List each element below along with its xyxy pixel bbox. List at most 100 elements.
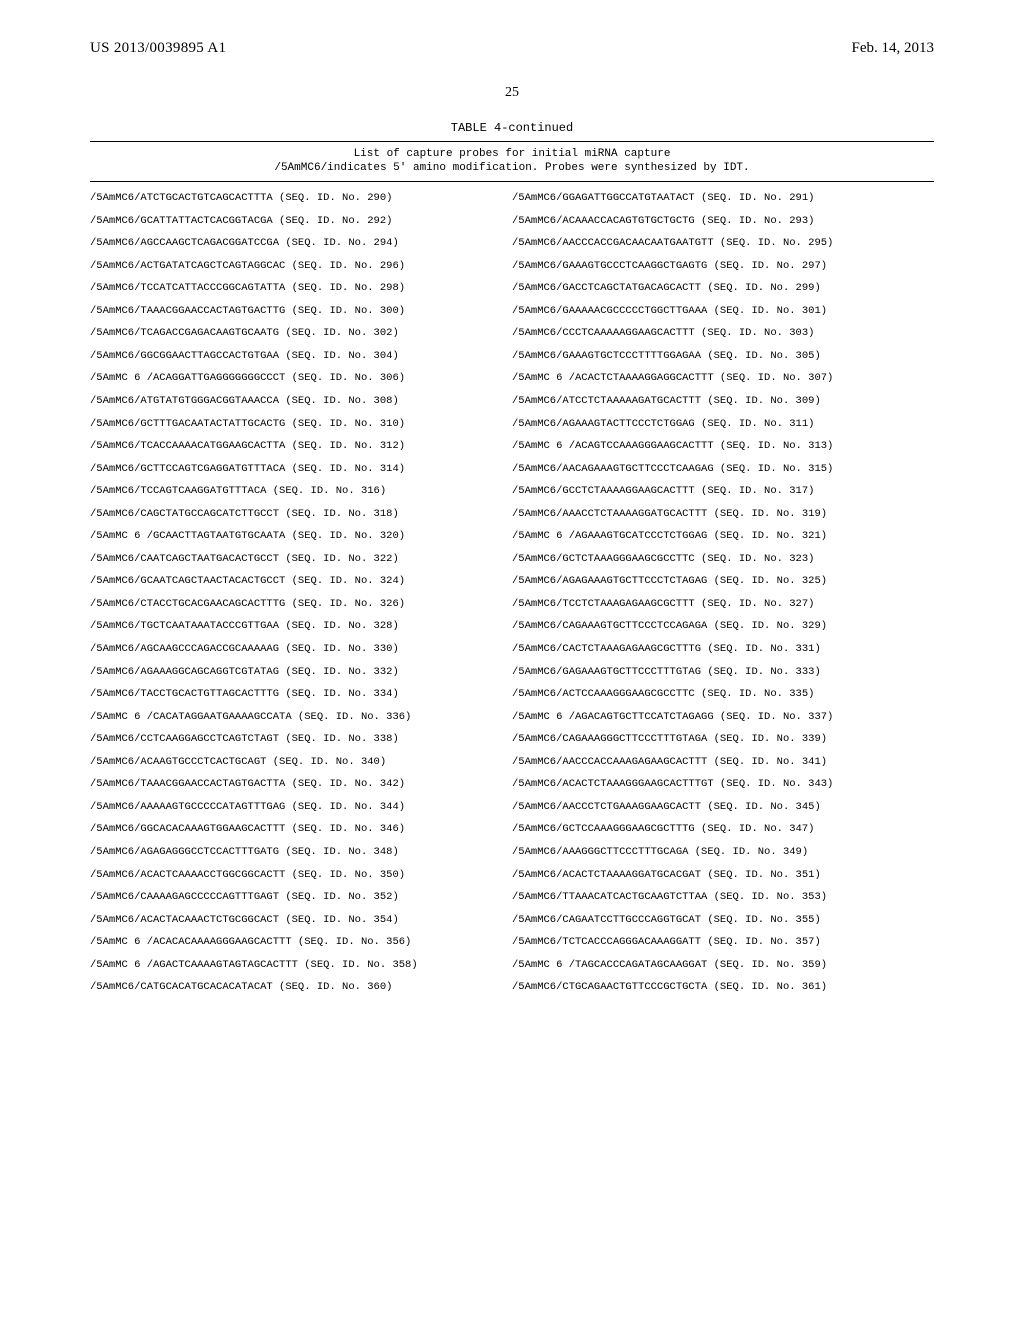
sequence-cell-left: /5AmMC 6 /GCAACTTAGTAATGTGCAATA (SEQ. ID…: [90, 526, 512, 549]
sequence-cell-left: /5AmMC6/CCTCAAGGAGCCTCAGTCTAGT (SEQ. ID.…: [90, 729, 512, 752]
sequence-cell-left: /5AmMC6/ATCTGCACTGTCAGCACTTTA (SEQ. ID. …: [90, 188, 512, 211]
sequence-cell-left: /5AmMC 6 /AGACTCAAAAGTAGTAGCACTTT (SEQ. …: [90, 954, 512, 977]
table-row: /5AmMC6/CATGCACATGCACACATACAT (SEQ. ID. …: [90, 977, 934, 1000]
sequence-cell-right: /5AmMC6/CACTCTAAAGAGAAGCGCTTTG (SEQ. ID.…: [512, 639, 934, 662]
sequence-cell-left: /5AmMC6/AGAGAGGGCCTCCACTTTGATG (SEQ. ID.…: [90, 841, 512, 864]
sequence-cell-right: /5AmMC6/AGAGAAAGTGCTTCCCTCTAGAG (SEQ. ID…: [512, 571, 934, 594]
sequence-cell-left: /5AmMC 6 /ACAGGATTGAGGGGGGGCCCT (SEQ. ID…: [90, 368, 512, 391]
table-row: /5AmMC6/ACAAGTGCCCTCACTGCAGT (SEQ. ID. N…: [90, 751, 934, 774]
table-row: /5AmMC6/CAGCTATGCCAGCATCTTGCCT (SEQ. ID.…: [90, 503, 934, 526]
table-row: /5AmMC6/ACACTCAAAACCTGGCGGCACTT (SEQ. ID…: [90, 864, 934, 887]
table-row: /5AmMC6/TCCATCATTACCCGGCAGTATTA (SEQ. ID…: [90, 278, 934, 301]
sequence-cell-left: /5AmMC6/CTACCTGCACGAACAGCACTTTG (SEQ. ID…: [90, 593, 512, 616]
table-row: /5AmMC6/TACCTGCACTGTTAGCACTTTG (SEQ. ID.…: [90, 684, 934, 707]
sequence-cell-left: /5AmMC6/ACACTACAAACTCTGCGGCACT (SEQ. ID.…: [90, 909, 512, 932]
sequence-cell-right: /5AmMC6/CAGAAAGGGCTTCCCTTTGTAGA (SEQ. ID…: [512, 729, 934, 752]
sequence-cell-left: /5AmMC6/ACTGATATCAGCTCAGTAGGCAC (SEQ. ID…: [90, 255, 512, 278]
sequence-cell-right: /5AmMC6/CAGAATCCTTGCCCAGGTGCAT (SEQ. ID.…: [512, 909, 934, 932]
sequence-cell-left: /5AmMC6/AAAAAGTGCCCCCATAGTTTGAG (SEQ. ID…: [90, 796, 512, 819]
sequence-cell-left: /5AmMC6/TCACCAAAACATGGAAGCACTTA (SEQ. ID…: [90, 436, 512, 459]
sequence-cell-left: /5AmMC6/CAATCAGCTAATGACACTGCCT (SEQ. ID.…: [90, 548, 512, 571]
sequence-cell-left: /5AmMC6/AGAAAGGCAGCAGGTCGTATAG (SEQ. ID.…: [90, 661, 512, 684]
table-row: /5AmMC6/AAAAAGTGCCCCCATAGTTTGAG (SEQ. ID…: [90, 796, 934, 819]
sequence-cell-right: /5AmMC6/ACTCCAAAGGGAAGCGCCTTC (SEQ. ID. …: [512, 684, 934, 707]
table-row: /5AmMC6/AGAGAGGGCCTCCACTTTGATG (SEQ. ID.…: [90, 841, 934, 864]
sequence-cell-left: /5AmMC6/TCAGACCGAGACAAGTGCAATG (SEQ. ID.…: [90, 323, 512, 346]
sequence-cell-left: /5AmMC6/GCAATCAGCTAACTACACTGCCT (SEQ. ID…: [90, 571, 512, 594]
sequence-cell-left: /5AmMC6/AGCCAAGCTCAGACGGATCCGA (SEQ. ID.…: [90, 233, 512, 256]
sequence-cell-left: /5AmMC6/CAGCTATGCCAGCATCTTGCCT (SEQ. ID.…: [90, 503, 512, 526]
page-number: 25: [90, 85, 934, 101]
sequence-cell-right: /5AmMC6/TCCTCTAAAGAGAAGCGCTTT (SEQ. ID. …: [512, 593, 934, 616]
sequence-cell-left: /5AmMC6/ACAAGTGCCCTCACTGCAGT (SEQ. ID. N…: [90, 751, 512, 774]
sequence-cell-left: /5AmMC6/TGCTCAATAAATACCCGTTGAA (SEQ. ID.…: [90, 616, 512, 639]
table-row: /5AmMC6/ACACTACAAACTCTGCGGCACT (SEQ. ID.…: [90, 909, 934, 932]
sequence-cell-right: /5AmMC6/AACCCACCGACAACAATGAATGTT (SEQ. I…: [512, 233, 934, 256]
table-row: /5AmMC6/GCATTATTACTCACGGTACGA (SEQ. ID. …: [90, 210, 934, 233]
sequence-cell-right: /5AmMC6/GCTCCAAAGGGAAGCGCTTTG (SEQ. ID. …: [512, 819, 934, 842]
table-row: /5AmMC 6 /CACATAGGAATGAAAAGCCATA (SEQ. I…: [90, 706, 934, 729]
sequence-cell-right: /5AmMC6/AACAGAAAGTGCTTCCCTCAAGAG (SEQ. I…: [512, 458, 934, 481]
sequence-cell-right: /5AmMC6/AACCCTCTGAAAGGAAGCACTT (SEQ. ID.…: [512, 796, 934, 819]
table-rule-top: [90, 141, 934, 142]
table-row: /5AmMC6/CTACCTGCACGAACAGCACTTTG (SEQ. ID…: [90, 593, 934, 616]
sequence-cell-right: /5AmMC 6 /AGAAAGTGCATCCCTCTGGAG (SEQ. ID…: [512, 526, 934, 549]
sequence-cell-left: /5AmMC6/TAAACGGAACCACTAGTGACTTG (SEQ. ID…: [90, 300, 512, 323]
sequence-cell-right: /5AmMC6/CAGAAAGTGCTTCCCTCCAGAGA (SEQ. ID…: [512, 616, 934, 639]
sequence-cell-right: /5AmMC6/GAAAGTGCTCCCTTTTGGAGAA (SEQ. ID.…: [512, 345, 934, 368]
table-row: /5AmMC6/TCAGACCGAGACAAGTGCAATG (SEQ. ID.…: [90, 323, 934, 346]
sequence-cell-right: /5AmMC6/TTAAACATCACTGCAAGTCTTAA (SEQ. ID…: [512, 887, 934, 910]
sequence-table: /5AmMC6/ATCTGCACTGTCAGCACTTTA (SEQ. ID. …: [90, 188, 934, 1000]
sequence-cell-right: /5AmMC6/AAACCTCTAAAAGGATGCACTTT (SEQ. ID…: [512, 503, 934, 526]
table-row: /5AmMC6/TAAACGGAACCACTAGTGACTTG (SEQ. ID…: [90, 300, 934, 323]
table-row: /5AmMC6/GCTTCCAGTCGAGGATGTTTACA (SEQ. ID…: [90, 458, 934, 481]
sequence-cell-right: /5AmMC6/GAAAAACGCCCCCTGGCTTGAAA (SEQ. ID…: [512, 300, 934, 323]
sequence-cell-left: /5AmMC6/GCTTCCAGTCGAGGATGTTTACA (SEQ. ID…: [90, 458, 512, 481]
table-row: /5AmMC6/ATCTGCACTGTCAGCACTTTA (SEQ. ID. …: [90, 188, 934, 211]
table-row: /5AmMC6/TCCAGTCAAGGATGTTTACA (SEQ. ID. N…: [90, 481, 934, 504]
table-row: /5AmMC6/CAAAAGAGCCCCCAGTTTGAGT (SEQ. ID.…: [90, 887, 934, 910]
sequence-cell-right: /5AmMC6/AGAAAGTACTTCCCTCTGGAG (SEQ. ID. …: [512, 413, 934, 436]
sequence-cell-left: /5AmMC6/GGCACACAAAGTGGAAGCACTTT (SEQ. ID…: [90, 819, 512, 842]
publication-number: US 2013/0039895 A1: [90, 40, 226, 57]
sequence-cell-right: /5AmMC6/GAAAGTGCCCTCAAGGCTGAGTG (SEQ. ID…: [512, 255, 934, 278]
sequence-cell-left: /5AmMC6/CAAAAGAGCCCCCAGTTTGAGT (SEQ. ID.…: [90, 887, 512, 910]
sequence-cell-left: /5AmMC6/ACACTCAAAACCTGGCGGCACTT (SEQ. ID…: [90, 864, 512, 887]
sequence-cell-left: /5AmMC6/GCATTATTACTCACGGTACGA (SEQ. ID. …: [90, 210, 512, 233]
sequence-cell-right: /5AmMC6/GAGAAAGTGCTTCCCTTTGTAG (SEQ. ID.…: [512, 661, 934, 684]
sequence-cell-left: /5AmMC 6 /ACACACAAAAGGGAAGCACTTT (SEQ. I…: [90, 932, 512, 955]
table-title: TABLE 4-continued: [90, 121, 934, 135]
table-row: /5AmMC6/AGCAAGCCCAGACCGCAAAAAG (SEQ. ID.…: [90, 639, 934, 662]
table-row: /5AmMC 6 /AGACTCAAAAGTAGTAGCACTTT (SEQ. …: [90, 954, 934, 977]
table-row: /5AmMC6/ACTGATATCAGCTCAGTAGGCAC (SEQ. ID…: [90, 255, 934, 278]
table-row: /5AmMC6/CCTCAAGGAGCCTCAGTCTAGT (SEQ. ID.…: [90, 729, 934, 752]
table-subtitle: List of capture probes for initial miRNA…: [90, 147, 934, 176]
sequence-cell-left: /5AmMC6/GGCGGAACTTAGCCACTGTGAA (SEQ. ID.…: [90, 345, 512, 368]
sequence-cell-right: /5AmMC6/ACAAACCACAGTGTGCTGCTG (SEQ. ID. …: [512, 210, 934, 233]
sequence-cell-left: /5AmMC6/GCTTTGACAATACTATTGCACTG (SEQ. ID…: [90, 413, 512, 436]
table-row: /5AmMC6/GCTTTGACAATACTATTGCACTG (SEQ. ID…: [90, 413, 934, 436]
sequence-cell-right: /5AmMC6/AACCCACCAAAGAGAAGCACTTT (SEQ. ID…: [512, 751, 934, 774]
table-row: /5AmMC 6 /GCAACTTAGTAATGTGCAATA (SEQ. ID…: [90, 526, 934, 549]
subtitle-line1: List of capture probes for initial miRNA…: [354, 148, 671, 160]
sequence-cell-right: /5AmMC6/CTGCAGAACTGTTCCCGCTGCTA (SEQ. ID…: [512, 977, 934, 1000]
sequence-cell-left: /5AmMC6/TCCAGTCAAGGATGTTTACA (SEQ. ID. N…: [90, 481, 512, 504]
table-row: /5AmMC6/TGCTCAATAAATACCCGTTGAA (SEQ. ID.…: [90, 616, 934, 639]
table-row: /5AmMC6/GGCGGAACTTAGCCACTGTGAA (SEQ. ID.…: [90, 345, 934, 368]
sequence-cell-left: /5AmMC6/TAAACGGAACCACTAGTGACTTA (SEQ. ID…: [90, 774, 512, 797]
sequence-cell-left: /5AmMC6/AGCAAGCCCAGACCGCAAAAAG (SEQ. ID.…: [90, 639, 512, 662]
table-row: /5AmMC 6 /ACACACAAAAGGGAAGCACTTT (SEQ. I…: [90, 932, 934, 955]
table-row: /5AmMC6/ATGTATGTGGGACGGTAAACCA (SEQ. ID.…: [90, 391, 934, 414]
sequence-cell-left: /5AmMC6/CATGCACATGCACACATACAT (SEQ. ID. …: [90, 977, 512, 1000]
table-row: /5AmMC6/GGCACACAAAGTGGAAGCACTTT (SEQ. ID…: [90, 819, 934, 842]
sequence-cell-left: /5AmMC6/TACCTGCACTGTTAGCACTTTG (SEQ. ID.…: [90, 684, 512, 707]
table-row: /5AmMC6/TCACCAAAACATGGAAGCACTTA (SEQ. ID…: [90, 436, 934, 459]
sequence-cell-right: /5AmMC6/ACACTCTAAAGGGAAGCACTTTGT (SEQ. I…: [512, 774, 934, 797]
sequence-cell-right: /5AmMC6/GCCTCTAAAAGGAAGCACTTT (SEQ. ID. …: [512, 481, 934, 504]
sequence-cell-right: /5AmMC6/CCCTCAAAAAGGAAGCACTTT (SEQ. ID. …: [512, 323, 934, 346]
publication-date: Feb. 14, 2013: [852, 40, 935, 57]
sequence-cell-left: /5AmMC6/TCCATCATTACCCGGCAGTATTA (SEQ. ID…: [90, 278, 512, 301]
sequence-cell-right: /5AmMC6/GCTCTAAAGGGAAGCGCCTTC (SEQ. ID. …: [512, 548, 934, 571]
sequence-cell-left: /5AmMC6/ATGTATGTGGGACGGTAAACCA (SEQ. ID.…: [90, 391, 512, 414]
table-row: /5AmMC6/CAATCAGCTAATGACACTGCCT (SEQ. ID.…: [90, 548, 934, 571]
